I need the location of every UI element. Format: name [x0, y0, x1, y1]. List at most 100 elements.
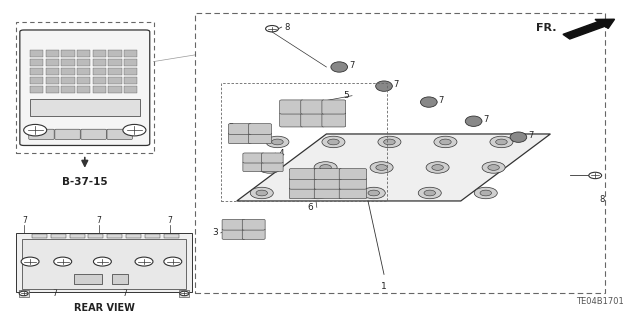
Circle shape: [307, 187, 330, 199]
Circle shape: [320, 165, 332, 170]
Bar: [108, 68, 122, 75]
Circle shape: [328, 139, 339, 145]
Bar: [124, 50, 137, 57]
Circle shape: [482, 162, 505, 173]
FancyBboxPatch shape: [280, 100, 303, 114]
Text: 7: 7: [22, 216, 27, 225]
FancyBboxPatch shape: [29, 129, 54, 139]
Circle shape: [314, 162, 337, 173]
Circle shape: [266, 26, 278, 32]
Bar: [179, 290, 189, 297]
Bar: [124, 59, 137, 66]
Bar: [93, 50, 106, 57]
FancyBboxPatch shape: [249, 124, 271, 134]
Text: 7: 7: [97, 216, 102, 225]
Bar: [30, 99, 140, 116]
Ellipse shape: [510, 132, 527, 142]
Bar: [16, 22, 154, 153]
FancyArrow shape: [563, 19, 614, 39]
FancyBboxPatch shape: [289, 178, 317, 189]
FancyBboxPatch shape: [262, 153, 283, 163]
Bar: [45, 77, 59, 84]
Bar: [145, 234, 160, 238]
Text: 7: 7: [394, 80, 399, 89]
Bar: [108, 86, 122, 93]
Bar: [74, 274, 102, 284]
FancyBboxPatch shape: [243, 229, 265, 239]
Bar: [30, 50, 44, 57]
Bar: [61, 50, 75, 57]
Circle shape: [419, 187, 442, 199]
Text: 1: 1: [381, 282, 387, 291]
Bar: [70, 234, 84, 238]
Circle shape: [180, 291, 189, 296]
Bar: [32, 234, 47, 238]
Circle shape: [376, 165, 387, 170]
Bar: [108, 59, 122, 66]
Bar: [61, 86, 75, 93]
Text: REAR VIEW: REAR VIEW: [74, 303, 134, 313]
FancyBboxPatch shape: [322, 100, 346, 114]
Circle shape: [480, 190, 492, 196]
Text: 8: 8: [285, 23, 290, 32]
Text: 7: 7: [52, 289, 57, 298]
Bar: [93, 86, 106, 93]
Bar: [30, 86, 44, 93]
Text: 7: 7: [528, 131, 533, 140]
FancyBboxPatch shape: [222, 219, 245, 230]
Bar: [51, 234, 66, 238]
Bar: [30, 77, 44, 84]
FancyBboxPatch shape: [243, 162, 264, 172]
Bar: [45, 50, 59, 57]
Circle shape: [432, 165, 444, 170]
FancyBboxPatch shape: [301, 100, 324, 114]
Bar: [61, 59, 75, 66]
FancyBboxPatch shape: [301, 113, 324, 127]
FancyBboxPatch shape: [322, 113, 346, 127]
Bar: [108, 77, 122, 84]
Text: FR.: FR.: [536, 24, 557, 33]
Bar: [108, 234, 122, 238]
Text: 7: 7: [483, 115, 488, 124]
Bar: [93, 77, 106, 84]
Bar: [77, 59, 90, 66]
FancyBboxPatch shape: [314, 188, 342, 199]
Text: 4: 4: [278, 149, 284, 158]
Circle shape: [19, 291, 28, 296]
Circle shape: [250, 187, 273, 199]
Circle shape: [424, 190, 435, 196]
FancyBboxPatch shape: [339, 188, 367, 199]
Circle shape: [440, 139, 451, 145]
Circle shape: [434, 136, 457, 148]
FancyBboxPatch shape: [289, 188, 317, 199]
Circle shape: [312, 190, 324, 196]
FancyBboxPatch shape: [314, 169, 342, 180]
Circle shape: [123, 124, 146, 136]
Bar: [112, 274, 128, 284]
Bar: [30, 59, 44, 66]
Circle shape: [164, 257, 182, 266]
FancyBboxPatch shape: [262, 162, 283, 172]
Circle shape: [490, 136, 513, 148]
Circle shape: [256, 190, 268, 196]
Ellipse shape: [420, 97, 437, 107]
Circle shape: [322, 136, 345, 148]
Text: 3: 3: [212, 228, 218, 237]
FancyBboxPatch shape: [107, 129, 132, 139]
Circle shape: [589, 172, 602, 179]
Bar: [108, 50, 122, 57]
FancyBboxPatch shape: [20, 30, 150, 145]
Text: B-37-15: B-37-15: [62, 177, 108, 187]
FancyBboxPatch shape: [289, 169, 317, 180]
Bar: [124, 77, 137, 84]
FancyBboxPatch shape: [243, 153, 264, 163]
Circle shape: [21, 257, 39, 266]
Circle shape: [54, 257, 72, 266]
FancyBboxPatch shape: [339, 169, 367, 180]
Ellipse shape: [376, 81, 392, 91]
Circle shape: [266, 136, 289, 148]
Text: TE04B1701: TE04B1701: [576, 297, 624, 306]
Circle shape: [362, 187, 385, 199]
Bar: [77, 50, 90, 57]
FancyBboxPatch shape: [228, 124, 252, 134]
